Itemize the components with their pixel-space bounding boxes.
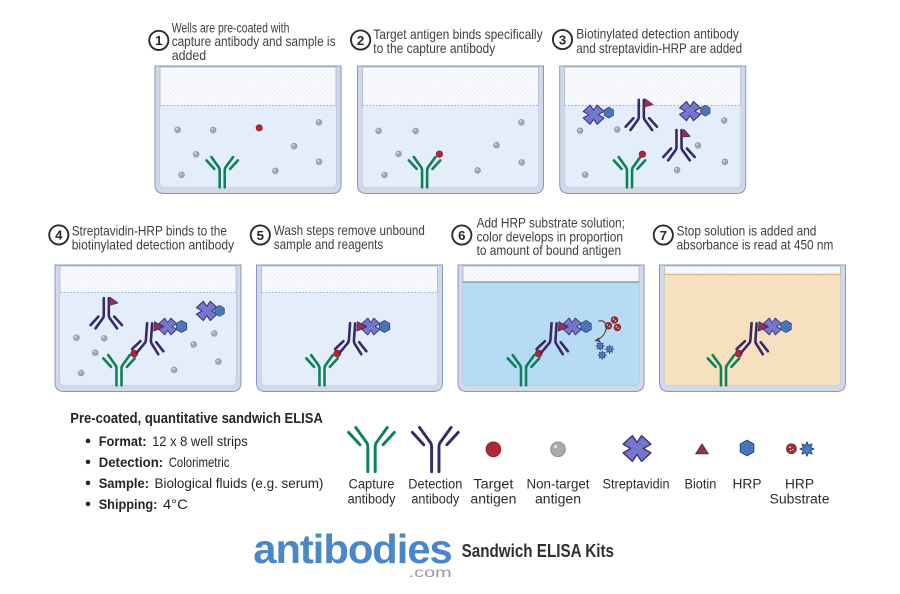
svg-text:to the capture antibody: to the capture antibody [373,41,495,56]
svg-text:12 x 8 well strips: 12 x 8 well strips [152,433,248,449]
svg-text:4: 4 [55,228,63,243]
svg-text:5: 5 [257,228,264,243]
svg-text:Target: Target [473,477,513,493]
svg-text:Target antigen binds specifica: Target antigen binds specifically [373,27,542,42]
svg-text:Biological fluids (e.g. serum): Biological fluids (e.g. serum) [155,475,324,491]
svg-text:Shipping:: Shipping: [99,496,158,512]
svg-text:6: 6 [458,228,465,243]
svg-text:Capture: Capture [349,477,395,493]
svg-text:7: 7 [660,228,667,243]
svg-text:Wash steps remove unbound: Wash steps remove unbound [274,223,425,238]
svg-text:Stop solution is added and: Stop solution is added and [677,223,817,238]
svg-text:Biotin: Biotin [685,477,717,493]
svg-text:Substrate: Substrate [770,491,830,507]
svg-text:1: 1 [155,33,162,48]
svg-text:capture antibody and sample is: capture antibody and sample is [172,34,336,49]
svg-text:Non-target: Non-target [527,477,590,493]
svg-text:Streptavidin-HRP binds to the: Streptavidin-HRP binds to the [72,224,227,239]
svg-text:Biotinylated detection antibod: Biotinylated detection antibody [576,27,739,42]
svg-text:2: 2 [357,33,364,48]
svg-text:Streptavidin: Streptavidin [603,477,670,493]
svg-text:3: 3 [559,32,566,47]
svg-text:Format:: Format: [99,433,147,449]
svg-text:.com: .com [409,565,452,580]
svg-text:to amount of bound antigen: to amount of bound antigen [477,243,621,258]
svg-text:color develops in proportion: color develops in proportion [477,229,623,244]
svg-text:absorbance is read at 450 nm: absorbance is read at 450 nm [677,237,834,252]
svg-text:Wells are pre-coated with: Wells are pre-coated with [172,20,290,35]
svg-text:and streptavidin-HRP are added: and streptavidin-HRP are added [576,41,742,56]
svg-text:Pre-coated, quantitative sandw: Pre-coated, quantitative sandwich ELISA [70,411,323,427]
svg-text:Detection:: Detection: [99,454,164,470]
svg-text:Sample:: Sample: [99,475,149,491]
svg-text:antibody: antibody [411,491,460,507]
svg-text:added: added [172,48,207,63]
svg-text:sample and reagents: sample and reagents [274,237,384,252]
svg-text:antigen: antigen [535,491,581,507]
svg-text:HRP: HRP [733,477,762,493]
svg-text:Colorimetric: Colorimetric [169,454,230,470]
svg-text:4°C: 4°C [163,496,188,512]
svg-text:antibodies: antibodies [253,526,452,572]
svg-text:HRP: HRP [785,477,814,493]
svg-text:Sandwich ELISA Kits: Sandwich ELISA Kits [462,540,614,561]
svg-text:antibody: antibody [348,491,397,507]
svg-text:antigen: antigen [470,491,516,507]
svg-text:Add HRP substrate solution;: Add HRP substrate solution; [477,215,625,230]
svg-text:Detection: Detection [408,477,462,493]
svg-text:biotinylated detection antibod: biotinylated detection antibody [72,237,235,252]
